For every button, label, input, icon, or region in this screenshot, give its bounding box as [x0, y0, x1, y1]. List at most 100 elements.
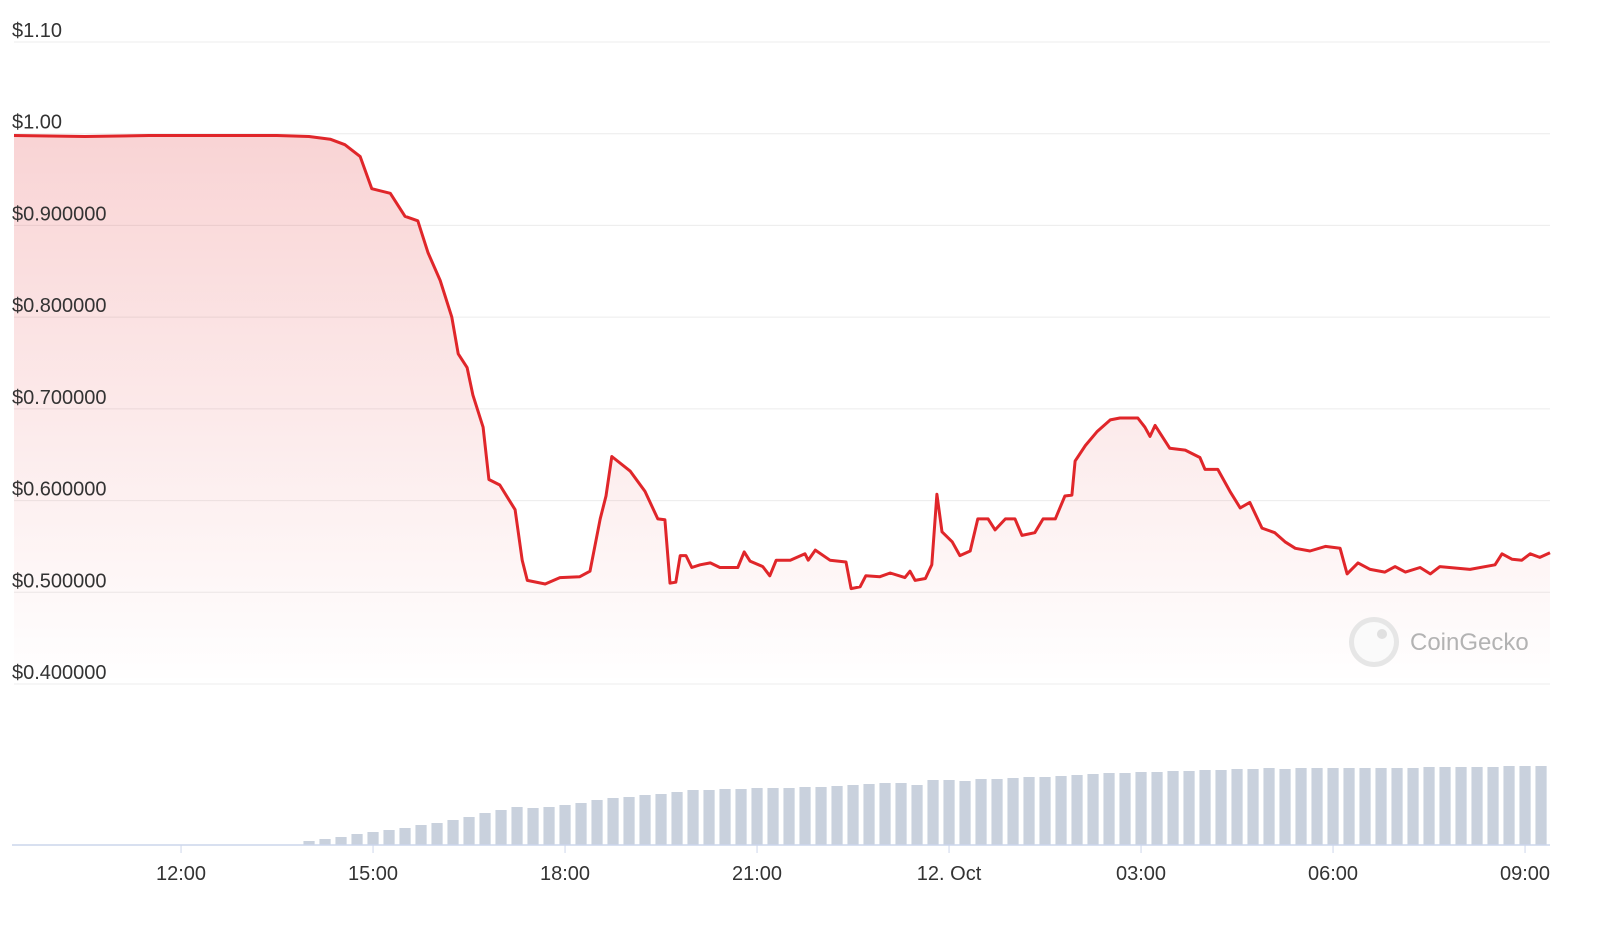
volume-bar: [463, 817, 475, 845]
volume-bar: [751, 788, 763, 845]
volume-bar: [1455, 767, 1467, 845]
volume-bar: [1135, 772, 1147, 845]
volume-bar: [399, 828, 411, 845]
volume-bar: [863, 784, 875, 845]
volume-bar: [1535, 766, 1547, 845]
volume-bar: [783, 788, 795, 845]
x-tick-label: 12. Oct: [917, 863, 982, 885]
watermark: CoinGecko: [1349, 617, 1529, 667]
volume-bar: [1375, 768, 1387, 845]
volume-bar: [1327, 768, 1339, 845]
volume-bar: [1343, 768, 1355, 845]
price-area: [14, 135, 1550, 684]
volume-bar: [1247, 769, 1259, 845]
volume-bar: [1039, 777, 1051, 845]
volume-bar: [1295, 768, 1307, 845]
volume-bar: [367, 832, 379, 845]
y-tick-label: $1.00: [12, 112, 62, 134]
volume-bar: [703, 790, 715, 845]
volume-bar: [575, 803, 587, 845]
volume-bar: [1055, 776, 1067, 845]
volume-bar: [383, 830, 395, 845]
volume-bar: [303, 841, 315, 845]
y-tick-label: $0.400000: [12, 662, 107, 684]
y-tick-label: $0.700000: [12, 387, 107, 409]
volume-bar: [1519, 766, 1531, 845]
volume-bar: [1183, 771, 1195, 845]
x-tick-label: 18:00: [540, 863, 590, 885]
volume-bar: [1103, 773, 1115, 845]
volume-bar: [1215, 770, 1227, 845]
x-tick-label: 12:00: [156, 863, 206, 885]
volume-bar: [671, 792, 683, 845]
watermark-logo-inner: [1354, 622, 1394, 662]
volume-bar: [1279, 769, 1291, 845]
volume-bar: [1087, 774, 1099, 845]
y-tick-label: $0.900000: [12, 203, 107, 225]
volume-bar: [511, 807, 523, 845]
volume-bar: [607, 798, 619, 845]
volume-bar: [1007, 778, 1019, 845]
volume-bar: [655, 794, 667, 845]
volume-bar: [879, 783, 891, 845]
volume-bar: [1391, 768, 1403, 845]
volume-bar: [1359, 768, 1371, 845]
volume-bar: [447, 820, 459, 845]
volume-bar: [1263, 768, 1275, 845]
volume-bar: [1151, 772, 1163, 845]
volume-bar: [623, 797, 635, 845]
volume-bar: [1231, 769, 1243, 845]
area-layer: [14, 135, 1550, 684]
volume-bar: [895, 783, 907, 845]
x-tick-label: 09:00: [1500, 863, 1550, 885]
volume-bar: [1503, 766, 1515, 845]
volume-bar: [991, 779, 1003, 845]
volume-bar: [495, 810, 507, 845]
y-tick-label: $0.600000: [12, 479, 107, 501]
volume-bar: [415, 825, 427, 845]
volume-bar: [815, 787, 827, 845]
volume-bar: [639, 795, 651, 845]
volume-bar: [351, 834, 363, 845]
volume-bar: [1487, 767, 1499, 845]
line-layer: [13, 134, 1551, 591]
volume-bar: [1023, 777, 1035, 845]
y-tick-label: $0.500000: [12, 570, 107, 592]
price-line: [13, 134, 1551, 591]
volume-bar: [527, 808, 539, 845]
x-tick-label: 03:00: [1116, 863, 1166, 885]
volume-bar: [1423, 767, 1435, 845]
volume-bar: [975, 779, 987, 845]
volume-bar: [735, 789, 747, 845]
volume-bar: [431, 823, 443, 845]
volume-bar: [1119, 773, 1131, 845]
axis-layer: $1.10 $1.00 $0.900000 $0.800000 $0.700000 $0.…: [12, 20, 1550, 885]
volume-bar: [1407, 768, 1419, 845]
volume-bar: [959, 781, 971, 845]
volume-bar: [335, 837, 347, 845]
y-tick-label: $0.800000: [12, 295, 107, 317]
volume-bar: [591, 800, 603, 845]
volume-bar: [831, 786, 843, 845]
volume-bar: [943, 780, 955, 845]
volume-bar: [911, 785, 923, 845]
x-tick-label: 15:00: [348, 863, 398, 885]
volume-bar: [1311, 768, 1323, 845]
volume-bar: [1471, 767, 1483, 845]
volume-bar: [1199, 770, 1211, 845]
volume-bar: [687, 790, 699, 845]
volume-bar: [847, 785, 859, 845]
y-tick-label: $1.10: [12, 20, 62, 42]
volume-bar: [1167, 771, 1179, 845]
x-tick-label: 06:00: [1308, 863, 1358, 885]
volume-bar: [319, 839, 331, 845]
volume-bar: [559, 805, 571, 845]
volume-bar: [719, 789, 731, 845]
volume-bar: [543, 807, 555, 845]
volume-bar: [927, 780, 939, 845]
x-tick-label: 21:00: [732, 863, 782, 885]
watermark-text: CoinGecko: [1410, 629, 1529, 656]
volume-bar: [767, 788, 779, 845]
